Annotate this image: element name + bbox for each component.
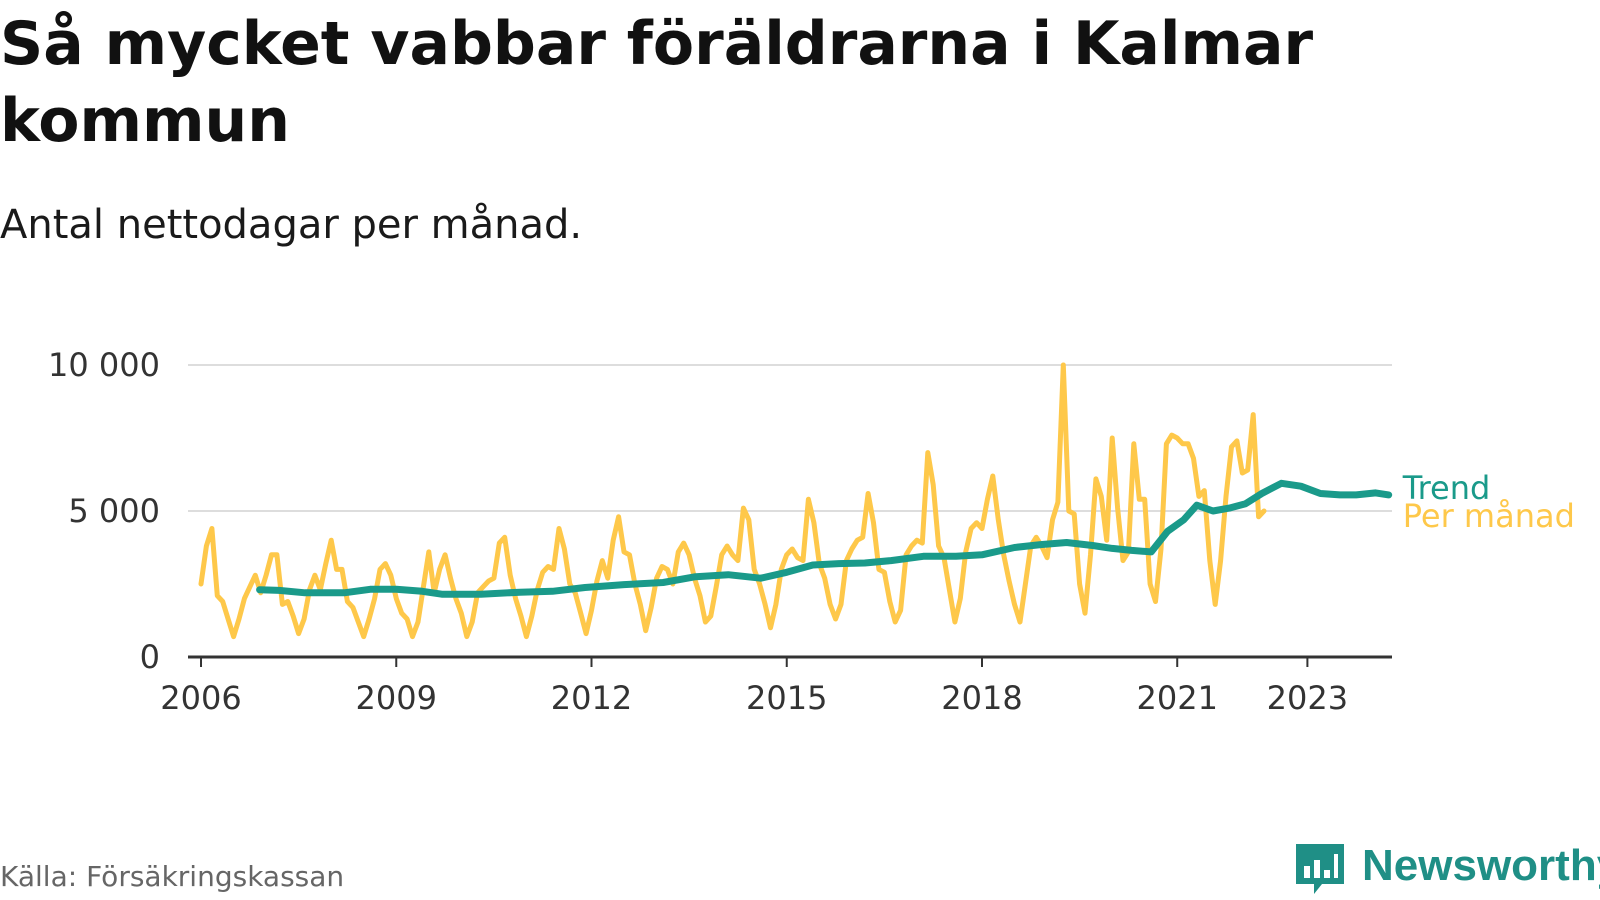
x-axis-ticks: 2006 2009 2012 2015 2018 2021 2023 [160,657,1348,717]
x-tick-label: 2023 [1267,679,1348,717]
y-axis-tick-labels: 0 5 000 10 000 [48,346,160,676]
series-lines [198,362,1393,640]
x-tick-label: 2009 [356,679,437,717]
x-tick-label: 2012 [551,679,632,717]
y-tick-label: 5 000 [68,492,160,530]
chart-subtitle: Antal nettodagar per månad. [0,202,583,248]
series-line-per-month [198,362,1267,640]
gridlines [188,364,1392,512]
y-tick-label: 10 000 [48,346,160,384]
newsworthy-logo-text: Newsworthy [1362,841,1600,890]
x-tick-label: 2021 [1137,679,1218,717]
series-label-trend: Trend [1402,469,1491,507]
source-note: Källa: Försäkringskassan [0,860,345,893]
newsworthy-logo-icon [1296,844,1344,894]
series-label-per-month: Per månad [1403,497,1575,535]
y-tick-label: 0 [140,638,160,676]
x-tick-label: 2006 [160,679,241,717]
series-line-trend [256,479,1393,598]
newsworthy-logo: Newsworthy [1292,840,1600,898]
x-tick-label: 2015 [746,679,827,717]
x-tick-label: 2018 [941,679,1022,717]
chart-title: Så mycket vabbar föräldrarna i Kalmar ko… [0,9,1314,156]
